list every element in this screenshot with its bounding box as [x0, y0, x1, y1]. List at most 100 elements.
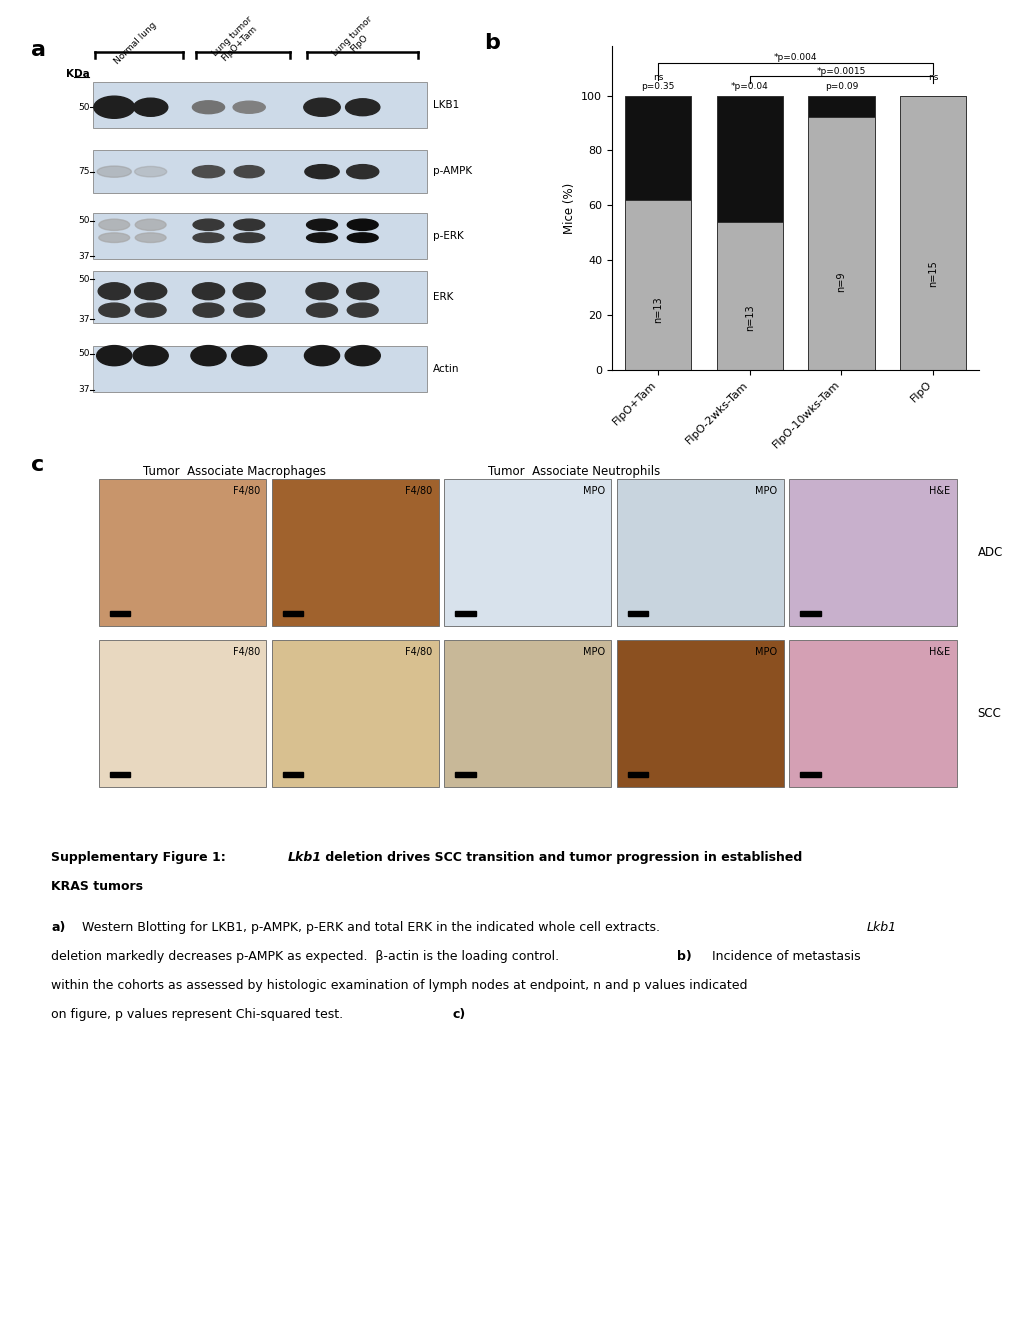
Bar [789, 479, 956, 627]
Ellipse shape [304, 346, 339, 366]
Text: a): a) [51, 921, 65, 935]
Text: MPO: MPO [582, 487, 604, 496]
Text: b): b) [677, 950, 691, 964]
Ellipse shape [193, 304, 224, 317]
Text: F4/80: F4/80 [405, 647, 432, 657]
Text: F4/80: F4/80 [405, 487, 432, 496]
Text: 37: 37 [77, 315, 90, 323]
Text: Supplementary Figure 1:: Supplementary Figure 1: [51, 851, 234, 865]
Bar [454, 611, 475, 616]
Ellipse shape [306, 282, 337, 300]
Text: Incidence of metastasis: Incidence of metastasis [707, 950, 860, 964]
Ellipse shape [193, 100, 224, 114]
Ellipse shape [193, 232, 224, 243]
Ellipse shape [99, 219, 129, 231]
Ellipse shape [99, 304, 129, 317]
Text: Lung tumor
FlpO: Lung tumor FlpO [330, 15, 381, 66]
Text: MPO: MPO [755, 647, 776, 657]
Ellipse shape [99, 232, 129, 243]
Ellipse shape [305, 165, 339, 178]
Ellipse shape [346, 219, 378, 231]
Ellipse shape [193, 219, 224, 231]
Bar [454, 772, 475, 776]
Bar [625, 199, 690, 370]
Ellipse shape [233, 304, 264, 317]
Text: p-ERK: p-ERK [433, 231, 464, 240]
Text: Normal lung: Normal lung [113, 21, 158, 66]
Text: Tumor  Associate Neutrophils: Tumor Associate Neutrophils [487, 466, 659, 478]
Bar [93, 82, 427, 128]
Bar [99, 479, 266, 627]
Text: *p=0.004: *p=0.004 [773, 53, 816, 62]
Text: c: c [31, 455, 44, 475]
Bar [628, 772, 647, 776]
Text: on figure, p values represent Chi-squared test.: on figure, p values represent Chi-square… [51, 1008, 351, 1022]
Text: b: b [484, 33, 500, 53]
Ellipse shape [135, 166, 166, 177]
Text: c): c) [452, 1008, 466, 1022]
Text: F4/80: F4/80 [232, 487, 260, 496]
Text: Lkb1: Lkb1 [866, 921, 897, 935]
Text: 50: 50 [77, 216, 90, 226]
Ellipse shape [136, 219, 166, 231]
Bar [444, 479, 610, 627]
Text: ns: ns [652, 73, 662, 82]
Text: F4/80: F4/80 [232, 647, 260, 657]
Bar [282, 772, 303, 776]
Text: ADC: ADC [977, 546, 1002, 560]
Ellipse shape [346, 165, 378, 178]
Bar [93, 271, 427, 323]
Bar [99, 640, 266, 787]
Ellipse shape [98, 282, 130, 300]
Text: deletion markedly decreases p-AMPK as expected.  β-actin is the loading control.: deletion markedly decreases p-AMPK as ex… [51, 950, 567, 964]
Bar [808, 95, 873, 117]
Text: *p=0.0015: *p=0.0015 [816, 66, 865, 75]
Bar [110, 772, 130, 776]
Text: KDa: KDa [65, 69, 90, 79]
Ellipse shape [307, 219, 337, 231]
Text: KRAS tumors: KRAS tumors [51, 880, 143, 894]
Text: a: a [31, 40, 46, 59]
Ellipse shape [132, 346, 168, 366]
Ellipse shape [136, 304, 166, 317]
Text: Western Blotting for LKB1, p-AMPK, p-ERK and total ERK in the indicated whole ce: Western Blotting for LKB1, p-AMPK, p-ERK… [82, 921, 667, 935]
Bar [800, 611, 820, 616]
Text: 37: 37 [77, 252, 90, 260]
Bar [93, 213, 427, 259]
Ellipse shape [346, 232, 378, 243]
Text: p=0.35: p=0.35 [641, 82, 674, 91]
Ellipse shape [346, 282, 378, 300]
Bar [900, 95, 965, 370]
Bar [625, 95, 690, 199]
Text: n=15: n=15 [927, 260, 937, 286]
Bar [789, 640, 956, 787]
Y-axis label: Mice (%): Mice (%) [562, 182, 575, 234]
Bar [716, 222, 782, 370]
Ellipse shape [344, 346, 380, 366]
Ellipse shape [136, 232, 166, 243]
Text: 50: 50 [77, 103, 90, 112]
Bar [271, 640, 438, 787]
Text: MPO: MPO [582, 647, 604, 657]
Ellipse shape [346, 304, 378, 317]
Ellipse shape [307, 304, 337, 317]
Ellipse shape [97, 346, 131, 366]
Text: p=0.09: p=0.09 [824, 82, 857, 91]
Ellipse shape [97, 166, 131, 177]
Ellipse shape [233, 282, 265, 300]
Text: p-AMPK: p-AMPK [433, 166, 472, 177]
Text: ERK: ERK [433, 292, 453, 302]
Text: 37: 37 [77, 385, 90, 395]
Text: 50: 50 [77, 275, 90, 284]
Ellipse shape [133, 98, 168, 116]
Ellipse shape [231, 346, 267, 366]
Text: Lkb1: Lkb1 [287, 851, 321, 865]
Text: MPO: MPO [755, 487, 776, 496]
Ellipse shape [233, 102, 265, 114]
Bar [616, 640, 784, 787]
Text: Lung tumor
FlpO+Tam: Lung tumor FlpO+Tam [210, 15, 261, 66]
Bar [800, 772, 820, 776]
Ellipse shape [233, 219, 264, 231]
Text: H&E: H&E [928, 647, 950, 657]
Text: Tumor  Associate Macrophages: Tumor Associate Macrophages [143, 466, 325, 478]
